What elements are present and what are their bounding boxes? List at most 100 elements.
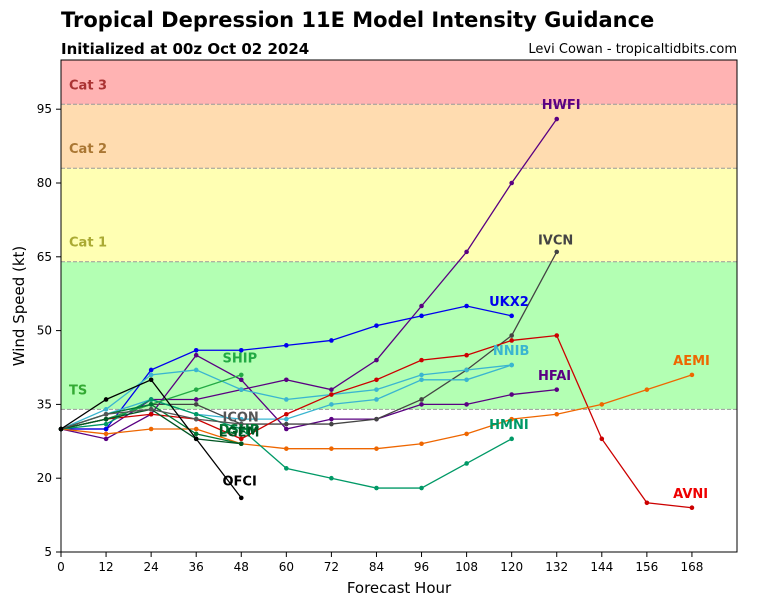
x-tick-label: 132: [545, 560, 568, 574]
data-point: [419, 441, 424, 447]
data-point: [554, 333, 560, 338]
data-point: [554, 387, 560, 392]
data-point: [193, 387, 199, 392]
data-point: [509, 416, 514, 422]
data-point: [419, 357, 424, 363]
data-point: [284, 446, 289, 451]
plot-frame: [60, 59, 738, 553]
series-label-hwfi: HWFI: [542, 98, 581, 113]
series-8: [58, 397, 514, 491]
data-point: [238, 377, 244, 383]
y-tick-label: 20: [37, 471, 52, 485]
series-label-avni: AVNI: [673, 487, 708, 502]
x-tick-label: 60: [279, 560, 294, 574]
data-point: [284, 397, 289, 402]
series-label-hmni: HMNI: [489, 418, 529, 433]
data-point: [329, 392, 334, 397]
data-point: [148, 402, 154, 407]
data-point: [238, 495, 244, 501]
x-tick-label: 144: [590, 560, 613, 574]
y-axis-label: Wind Speed (kt): [10, 246, 28, 367]
y-tick-label: 50: [37, 324, 52, 338]
data-point: [284, 411, 289, 417]
band-cat-2: [61, 104, 737, 169]
data-point: [509, 313, 514, 319]
data-point: [464, 352, 469, 358]
data-point: [148, 397, 154, 402]
data-point: [419, 397, 424, 402]
data-point: [329, 446, 334, 451]
data-point: [148, 377, 154, 383]
data-point: [509, 392, 514, 397]
x-tick-label: 0: [57, 560, 65, 574]
data-point: [689, 505, 695, 511]
band-label: TS: [69, 383, 87, 398]
y-tick-label: 35: [37, 397, 52, 411]
x-tick-label: 168: [680, 560, 703, 574]
data-point: [148, 426, 154, 432]
data-point: [193, 347, 199, 353]
data-point: [193, 416, 199, 422]
x-tick-label: 12: [98, 560, 113, 574]
series-label-dshp: DSHP: [219, 423, 260, 438]
data-point: [103, 397, 109, 402]
data-point: [329, 421, 334, 427]
data-point: [464, 431, 469, 437]
data-point: [329, 475, 334, 481]
data-point: [554, 411, 560, 417]
data-point: [238, 436, 244, 442]
data-point: [374, 397, 379, 402]
data-point: [103, 416, 109, 422]
x-tick-label: 96: [414, 560, 429, 574]
data-point: [374, 485, 379, 491]
data-point: [509, 436, 514, 442]
data-point: [193, 411, 199, 417]
data-point: [509, 338, 514, 343]
chart-credit: Levi Cowan - tropicaltidbits.com: [528, 42, 737, 57]
data-point: [644, 500, 650, 506]
data-point: [238, 347, 244, 353]
x-tick-label: 108: [455, 560, 478, 574]
data-point: [148, 407, 154, 412]
y-tick-label: 80: [37, 176, 52, 190]
data-point: [419, 303, 424, 309]
data-point: [464, 303, 469, 309]
data-point: [103, 411, 109, 417]
data-point: [554, 116, 560, 122]
data-point: [599, 402, 605, 407]
x-tick-label: 156: [635, 560, 658, 574]
data-point: [103, 421, 109, 427]
x-tick-label: 84: [369, 560, 384, 574]
data-point: [464, 461, 469, 466]
series-label-ship: SHIP: [222, 352, 257, 367]
data-point: [329, 402, 334, 407]
data-point: [103, 431, 109, 437]
data-point: [689, 372, 695, 378]
data-point: [193, 402, 199, 407]
data-point: [148, 367, 154, 373]
data-point: [284, 426, 289, 432]
data-point: [329, 338, 334, 343]
series-6: [58, 333, 695, 511]
data-point: [644, 387, 650, 392]
data-point: [419, 485, 424, 491]
data-point: [238, 421, 244, 427]
data-point: [193, 352, 199, 358]
y-tick-label: 65: [37, 250, 52, 264]
data-point: [374, 416, 379, 422]
data-point: [329, 387, 334, 392]
y-tick-label: 95: [37, 102, 52, 116]
data-point: [238, 372, 244, 378]
series-label-lgem: LGEM: [219, 425, 260, 440]
y-tick-label: 5: [44, 545, 52, 559]
x-tick-label: 48: [234, 560, 249, 574]
data-point: [148, 372, 154, 378]
data-point: [509, 180, 514, 186]
x-tick-label: 72: [324, 560, 339, 574]
data-point: [103, 426, 109, 432]
data-point: [103, 407, 109, 412]
data-point: [284, 343, 289, 348]
band-label: Cat 1: [69, 236, 107, 251]
data-point: [193, 426, 199, 432]
